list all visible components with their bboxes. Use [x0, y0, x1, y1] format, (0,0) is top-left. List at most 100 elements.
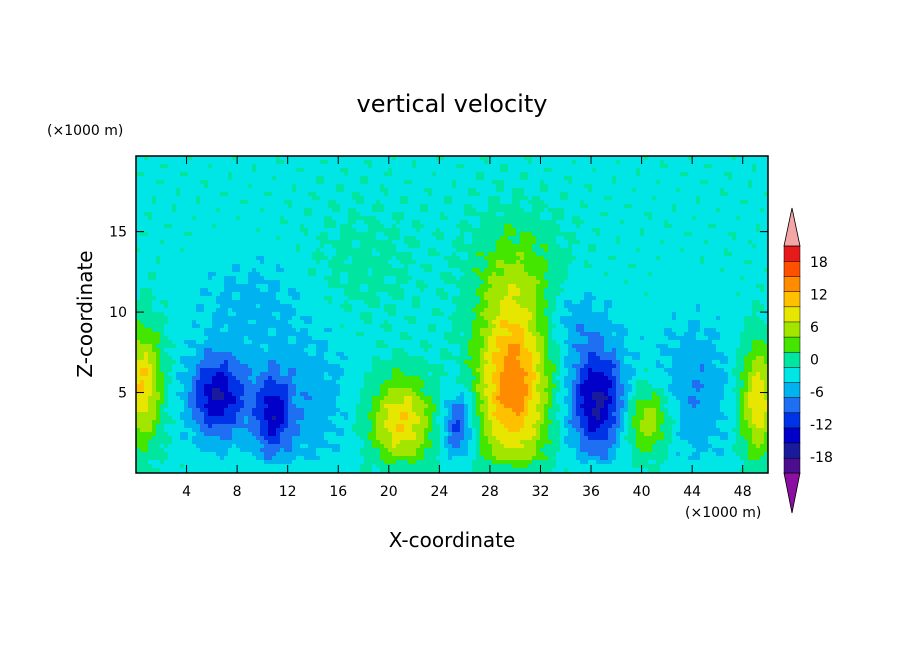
field-cell — [484, 256, 489, 261]
field-cell — [348, 216, 353, 221]
field-cell — [356, 216, 361, 221]
field-cell — [756, 192, 761, 197]
field-cell — [416, 248, 421, 253]
field-cell — [544, 232, 549, 237]
field-cell — [200, 172, 205, 177]
field-cell — [344, 256, 349, 261]
field-cell — [564, 232, 569, 237]
field-cell — [312, 212, 317, 217]
field-cell — [672, 188, 677, 193]
field-cell — [440, 180, 445, 185]
field-cell — [344, 220, 349, 225]
field-cell — [504, 176, 509, 181]
field-cell — [140, 276, 145, 281]
field-cell — [732, 160, 737, 165]
field-cell — [440, 196, 445, 201]
field-cell — [412, 232, 417, 237]
field-cell — [156, 156, 161, 161]
field-cell — [736, 168, 741, 173]
field-cell — [720, 192, 725, 197]
field-cell — [240, 176, 245, 181]
field-cell — [584, 172, 589, 177]
field-cell — [732, 192, 737, 197]
field-cell — [664, 260, 669, 265]
field-cell — [580, 164, 585, 169]
field-cell — [548, 176, 553, 181]
field-cell — [276, 272, 281, 277]
field-cell — [276, 168, 281, 173]
field-cell — [764, 236, 769, 241]
field-cell — [396, 264, 401, 269]
field-cell — [332, 160, 337, 165]
field-cell — [260, 244, 265, 249]
field-cell — [184, 164, 189, 169]
field-cell — [720, 176, 725, 181]
field-cell — [164, 224, 169, 229]
field-cell — [364, 224, 369, 229]
field-cell — [676, 204, 681, 209]
field-cell — [424, 260, 429, 265]
field-cell — [468, 184, 473, 189]
field-cell — [636, 156, 641, 161]
field-cell — [548, 184, 553, 189]
field-cell — [540, 160, 545, 165]
field-cell — [260, 248, 265, 253]
field-cell — [428, 192, 433, 197]
field-cell — [676, 172, 681, 177]
field-cell — [668, 220, 673, 225]
field-cell — [428, 232, 433, 237]
field-cell — [308, 256, 313, 261]
field-cell — [164, 192, 169, 197]
field-cell — [336, 280, 341, 285]
field-cell — [592, 164, 597, 169]
field-cell — [220, 192, 225, 197]
field-cell — [416, 184, 421, 189]
field-cell — [456, 192, 461, 197]
field-cell — [436, 240, 441, 245]
field-cell — [492, 260, 497, 265]
field-cell — [368, 260, 373, 265]
field-cell — [244, 164, 249, 169]
field-cell — [708, 244, 713, 249]
field-cell — [188, 264, 193, 269]
field-cell — [352, 268, 357, 273]
field-cell — [552, 264, 557, 269]
field-cell — [280, 204, 285, 209]
field-cell — [488, 248, 493, 253]
field-cell — [212, 240, 217, 245]
field-cell — [600, 196, 605, 201]
field-cell — [136, 248, 141, 253]
field-cell — [136, 216, 141, 221]
field-cell — [724, 256, 729, 261]
field-cell — [572, 248, 577, 253]
field-cell — [180, 180, 185, 185]
field-cell — [224, 232, 229, 237]
field-cell — [660, 256, 665, 261]
field-cell — [304, 232, 309, 237]
field-cell — [448, 176, 453, 181]
field-cell — [284, 196, 289, 201]
field-cell — [140, 268, 145, 273]
field-cell — [740, 180, 745, 185]
field-cell — [516, 176, 521, 181]
field-cell — [300, 236, 305, 241]
field-cell — [712, 196, 717, 201]
field-cell — [276, 184, 281, 189]
field-cell — [364, 200, 369, 205]
field-cell — [432, 244, 437, 249]
field-cell — [212, 276, 217, 281]
field-cell — [480, 180, 485, 185]
field-cell — [748, 224, 753, 229]
field-cell — [232, 212, 237, 217]
field-cell — [460, 220, 465, 225]
field-cell — [648, 200, 653, 205]
field-cell — [480, 160, 485, 165]
field-cell — [456, 248, 461, 253]
field-cell — [472, 204, 477, 209]
field-cell — [760, 260, 765, 265]
field-cell — [500, 228, 505, 233]
field-cell — [508, 268, 513, 273]
field-cell — [564, 220, 569, 225]
field-cell — [732, 260, 737, 265]
field-cell — [384, 248, 389, 253]
